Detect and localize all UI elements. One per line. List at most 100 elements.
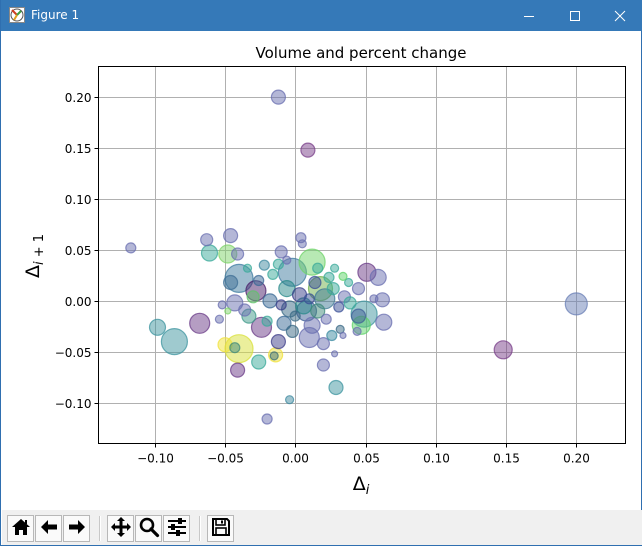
scatter-point [351, 282, 366, 296]
scatter-point [272, 258, 284, 270]
scatter-point [285, 324, 299, 338]
maximize-button[interactable] [552, 0, 598, 31]
figure-canvas[interactable]: −0.10 −0.05 0.00 0.05 0.10 0.15 0.20 −0.10 −0.0… [1, 31, 642, 510]
grid-lines [98, 66, 626, 444]
scatter-point [297, 239, 307, 249]
scatter-point [274, 245, 288, 259]
scatter-point [326, 329, 338, 342]
scatter-point [352, 326, 362, 336]
scatter-point [308, 275, 322, 290]
scatter-point [312, 262, 324, 274]
maximize-icon [569, 10, 581, 22]
x-tick-label: 0.05 [353, 452, 380, 466]
scatter-point [369, 268, 387, 286]
y-tick-label: 0.20 [65, 91, 92, 105]
y-tick-label: 0.05 [65, 244, 92, 258]
x-axis-label: Δi [353, 473, 370, 498]
scatter-point [223, 274, 239, 291]
scatter-point [316, 358, 330, 372]
scatter-point [230, 362, 246, 378]
close-button[interactable] [597, 0, 642, 31]
x-axis-ticks: −0.10 −0.05 0.00 0.05 0.10 0.15 0.20 [137, 443, 590, 466]
x-tick-label: 0.00 [282, 452, 309, 466]
close-icon [614, 10, 626, 22]
scatter-point [200, 244, 219, 262]
toolbar-separator [199, 516, 201, 541]
zoom-button[interactable] [135, 515, 162, 542]
scatter-point [326, 282, 340, 296]
y-tick-label: 0.00 [65, 295, 92, 309]
floppy-disk-icon [210, 516, 232, 542]
scatter-point [267, 268, 279, 280]
scatter-point [224, 307, 232, 315]
navigation-toolbar [2, 510, 642, 545]
scatter-point [242, 263, 253, 273]
save-button[interactable] [207, 515, 234, 542]
scatter-point [564, 292, 588, 316]
scatter-point [369, 294, 379, 304]
scatter-point [320, 313, 332, 325]
sliders-icon [166, 516, 188, 542]
scatter-point [316, 337, 330, 351]
back-button[interactable] [35, 515, 62, 542]
scatter-point [262, 293, 278, 309]
x-tick-label: 0.20 [563, 452, 590, 466]
axes-frame [98, 66, 626, 444]
scatter-point [333, 301, 345, 313]
scatter-point [338, 271, 348, 281]
y-tick-label: −0.05 [55, 346, 92, 360]
scatter-point [246, 290, 260, 304]
scatter-point [251, 354, 267, 370]
y-tick-label: −0.10 [55, 397, 92, 411]
title-bar[interactable]: Figure 1 [1, 0, 642, 31]
minimize-button[interactable] [506, 0, 552, 31]
scatter-point [278, 280, 296, 298]
scatter-point [330, 263, 340, 273]
scatter-point [270, 334, 286, 350]
y-tick-label: 0.15 [65, 142, 92, 156]
scatter-point [303, 316, 321, 334]
arrow-left-icon [38, 516, 60, 542]
scatter-point [270, 89, 286, 105]
scatter-point [223, 228, 239, 244]
scatter-point [253, 274, 265, 287]
svg-text:Δi: Δi [353, 473, 370, 498]
scatter-point [231, 247, 245, 261]
scatter-point [375, 313, 393, 331]
chart-title: Volume and percent change [256, 44, 467, 62]
move-icon [110, 516, 132, 542]
scatter-point [323, 271, 335, 283]
window-title: Figure 1 [31, 8, 80, 22]
scatter-point [343, 296, 357, 310]
scatter-point [258, 259, 270, 271]
scatter-points [125, 89, 588, 425]
scatter-point [285, 395, 295, 405]
arrow-right-icon [66, 516, 88, 542]
x-tick-label: 0.10 [423, 452, 450, 466]
pan-button[interactable] [107, 515, 134, 542]
scatter-point [276, 315, 292, 331]
x-tick-label: 0.15 [493, 452, 520, 466]
scatter-point [493, 340, 513, 360]
scatter-point [275, 299, 287, 311]
toolbar-separator [99, 516, 101, 541]
x-tick-label: −0.10 [137, 452, 174, 466]
scatter-point [261, 315, 273, 327]
home-button[interactable] [7, 515, 34, 542]
scatter-point [282, 255, 292, 265]
configure-subplots-button[interactable] [163, 515, 190, 542]
scatter-point [160, 328, 188, 356]
scatter-point [310, 303, 326, 319]
minimize-icon [523, 10, 535, 22]
scatter-point [339, 331, 347, 340]
scatter-point [125, 242, 137, 254]
scatter-point [148, 318, 167, 336]
scatter-point [331, 350, 339, 358]
scatter-chart: −0.10 −0.05 0.00 0.05 0.10 0.15 0.20 −0.10 −0.0… [22, 44, 626, 498]
matplotlib-app-icon [9, 7, 25, 23]
forward-button[interactable] [63, 515, 90, 542]
y-axis-ticks: −0.10 −0.05 0.00 0.05 0.10 0.15 0.20 [55, 91, 99, 411]
magnifier-icon [138, 516, 160, 542]
scatter-point [303, 293, 315, 305]
